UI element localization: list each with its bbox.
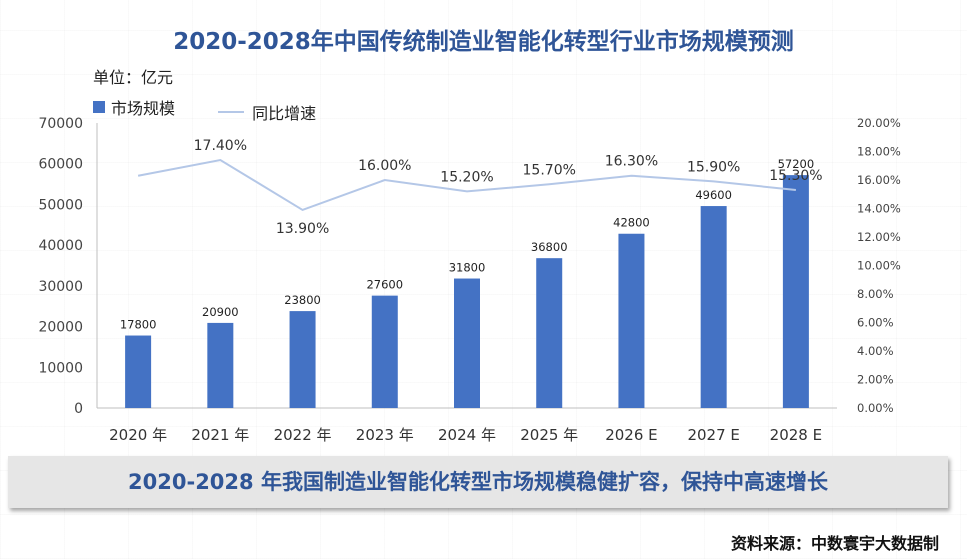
bar-value-label: 23800 — [284, 293, 321, 307]
growth-value-label: 15.20% — [440, 169, 493, 185]
x-tick-label: 2021 年 — [191, 426, 249, 444]
y-left-tick-label: 60000 — [38, 157, 83, 173]
y-left-tick-label: 50000 — [38, 197, 83, 213]
chart: 0 10000 20000 30000 40000 50000 60000 70000 0.00… — [38, 116, 901, 444]
bar — [125, 335, 152, 408]
y-left-tick-label: 40000 — [38, 238, 83, 254]
growth-value-label: 16.30% — [605, 154, 658, 170]
legend-item-bar: 市场规模 — [93, 95, 175, 119]
growth-value-label: 15.70% — [523, 162, 576, 178]
y-right-tick-label: 10.00% — [857, 259, 901, 273]
bar-value-label: 17800 — [120, 318, 157, 332]
y-right-tick-label: 12.00% — [857, 230, 901, 244]
legend-bar-label: 市场规模 — [111, 99, 176, 118]
x-tick-label: 2027 E — [687, 426, 739, 444]
unit-label: 单位：亿元 — [93, 68, 174, 87]
y-left-tick-label: 10000 — [38, 360, 83, 376]
y-right-tick-label: 6.00% — [857, 316, 894, 330]
growth-value-label: 15.90% — [687, 159, 740, 175]
chart-title: 2020-2028年中国传统制造业智能化转型行业市场规模预测 — [173, 29, 794, 55]
x-tick-label: 2025 年 — [520, 426, 578, 444]
legend-bar-swatch — [93, 101, 105, 113]
y-left-tick-label: 70000 — [38, 116, 83, 132]
y-right-tick-label: 16.00% — [857, 173, 901, 187]
bar — [207, 322, 234, 408]
summary-banner: 2020-2028 年我国制造业智能化转型市场规模稳健扩容，保持中高速增长 — [8, 456, 948, 508]
growth-value-label: 15.30% — [769, 168, 822, 184]
bar-value-label: 20900 — [202, 305, 239, 319]
bar — [700, 206, 727, 408]
y-right-tick-label: 0.00% — [857, 401, 894, 415]
legend-item-line: 同比增速 — [218, 100, 316, 124]
x-tick-label: 2022 年 — [274, 426, 332, 444]
legend-line-label: 同比增速 — [252, 104, 317, 123]
y-left-tick-label: 0 — [74, 401, 83, 417]
x-tick-label: 2026 E — [605, 426, 657, 444]
y-right-tick-label: 2.00% — [857, 373, 894, 387]
x-tick-label: 2023 年 — [356, 426, 414, 444]
bar-value-label: 27600 — [366, 278, 403, 292]
bar-value-label: 57200 — [778, 157, 815, 171]
bar-value-label: 42800 — [613, 216, 650, 230]
y-right-tick-label: 14.00% — [857, 202, 901, 216]
summary-banner-text: 2020-2028 年我国制造业智能化转型市场规模稳健扩容，保持中高速增长 — [128, 470, 828, 494]
y-left-tick-label: 20000 — [38, 320, 83, 336]
bar — [454, 278, 480, 408]
bar — [782, 175, 809, 408]
y-right-tick-label: 20.00% — [857, 116, 901, 130]
bar — [618, 233, 645, 408]
source-note: 资料来源：中数寰宇大数据制 — [730, 534, 939, 553]
bar-value-label: 36800 — [531, 240, 568, 254]
bar-value-label: 49600 — [695, 188, 732, 202]
x-tick-label: 2020 年 — [109, 426, 167, 444]
bar — [536, 258, 563, 408]
y-right-tick-label: 8.00% — [857, 287, 894, 301]
growth-value-label: 16.00% — [358, 158, 411, 174]
legend: 市场规模 同比增速 — [93, 95, 354, 124]
growth-value-label: 13.90% — [276, 221, 329, 237]
growth-value-label: 17.40% — [194, 138, 247, 154]
growth-line — [137, 158, 796, 212]
x-tick-label: 2024 年 — [438, 426, 496, 444]
legend-line-swatch — [218, 111, 245, 113]
bar — [371, 295, 398, 408]
y-left-tick-label: 30000 — [38, 279, 83, 295]
bar-value-label: 31800 — [449, 261, 486, 275]
y-right-tick-label: 4.00% — [857, 344, 894, 358]
y-right-tick-label: 18.00% — [857, 145, 901, 159]
x-tick-label: 2028 E — [770, 426, 822, 444]
bar — [289, 311, 316, 408]
